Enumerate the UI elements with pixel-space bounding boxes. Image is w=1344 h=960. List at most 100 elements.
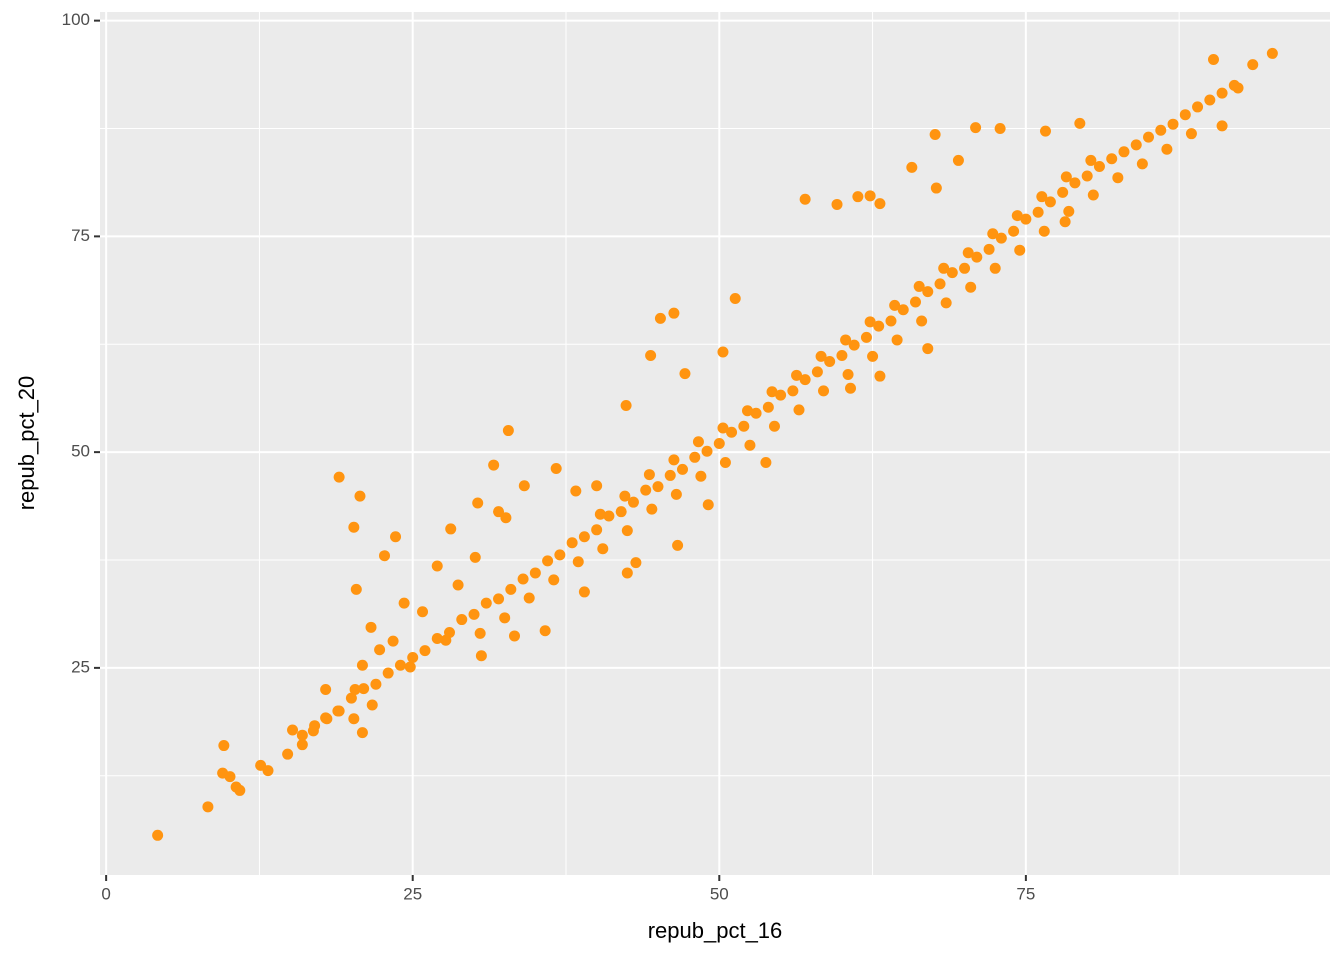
point (431, 560, 443, 572)
point (354, 490, 366, 502)
point (348, 521, 360, 533)
x-tick-label: 75 (1016, 884, 1035, 903)
point (1207, 53, 1219, 65)
x-tick-label: 0 (101, 884, 110, 903)
point (508, 630, 520, 642)
point (906, 161, 918, 173)
point (689, 451, 701, 463)
point (787, 385, 799, 397)
point (922, 343, 934, 355)
point (962, 247, 974, 259)
point (502, 425, 514, 437)
points (152, 47, 1278, 841)
point (1179, 109, 1191, 121)
point (1008, 225, 1020, 237)
point (296, 729, 308, 741)
point (1063, 205, 1075, 217)
point (891, 334, 903, 346)
point (570, 485, 582, 497)
point (916, 315, 928, 327)
point (387, 635, 399, 647)
point (717, 346, 729, 358)
point (842, 368, 854, 380)
point (815, 350, 827, 362)
point (738, 420, 750, 432)
point (630, 557, 642, 569)
point (493, 593, 505, 605)
point (668, 454, 680, 466)
point (542, 555, 554, 567)
point (321, 713, 333, 725)
point (654, 312, 666, 324)
point (505, 583, 517, 595)
point (472, 497, 484, 509)
point (1167, 118, 1179, 130)
point (913, 280, 925, 292)
point (701, 445, 713, 457)
point (811, 366, 823, 378)
point (452, 579, 464, 591)
point (971, 251, 983, 263)
point (469, 551, 481, 563)
point (333, 705, 345, 717)
point (1039, 125, 1051, 137)
point (390, 531, 402, 543)
point (566, 537, 578, 549)
point (695, 470, 707, 482)
point (994, 123, 1006, 135)
point (480, 597, 492, 609)
point (152, 829, 164, 841)
point (1020, 213, 1032, 225)
point (867, 350, 879, 362)
point (719, 456, 731, 468)
point (799, 374, 811, 386)
y-tick-label: 100 (62, 10, 90, 29)
point (713, 438, 725, 449)
point (824, 356, 836, 368)
point (652, 481, 664, 493)
point (621, 567, 633, 579)
point (444, 626, 456, 638)
point (1247, 59, 1259, 71)
point (760, 456, 772, 468)
point (668, 307, 680, 319)
point (989, 262, 1001, 274)
point (959, 262, 971, 274)
point (702, 499, 714, 511)
point (493, 506, 505, 518)
point (793, 404, 805, 416)
point (750, 407, 762, 419)
point (873, 320, 885, 332)
point (518, 480, 530, 492)
point (218, 740, 230, 752)
point (952, 154, 964, 166)
point (1032, 206, 1044, 218)
point (282, 748, 294, 760)
point (679, 368, 691, 380)
point (578, 586, 590, 598)
point (523, 592, 535, 604)
point (744, 439, 756, 451)
point (1228, 79, 1240, 91)
point (374, 644, 386, 656)
point (1081, 170, 1093, 182)
point (474, 627, 486, 639)
point (1216, 87, 1228, 99)
point (591, 480, 603, 492)
point (864, 190, 876, 202)
point (499, 612, 511, 624)
point (517, 573, 529, 585)
point (1112, 172, 1124, 184)
point (619, 490, 631, 502)
point (1192, 101, 1204, 113)
point (1038, 225, 1050, 237)
point (1059, 216, 1071, 228)
point (404, 661, 416, 673)
point (1204, 94, 1216, 106)
point (365, 621, 377, 633)
x-axis-title: repub_pct_16 (648, 918, 783, 943)
point (296, 739, 308, 751)
point (818, 385, 830, 397)
point (840, 334, 852, 346)
